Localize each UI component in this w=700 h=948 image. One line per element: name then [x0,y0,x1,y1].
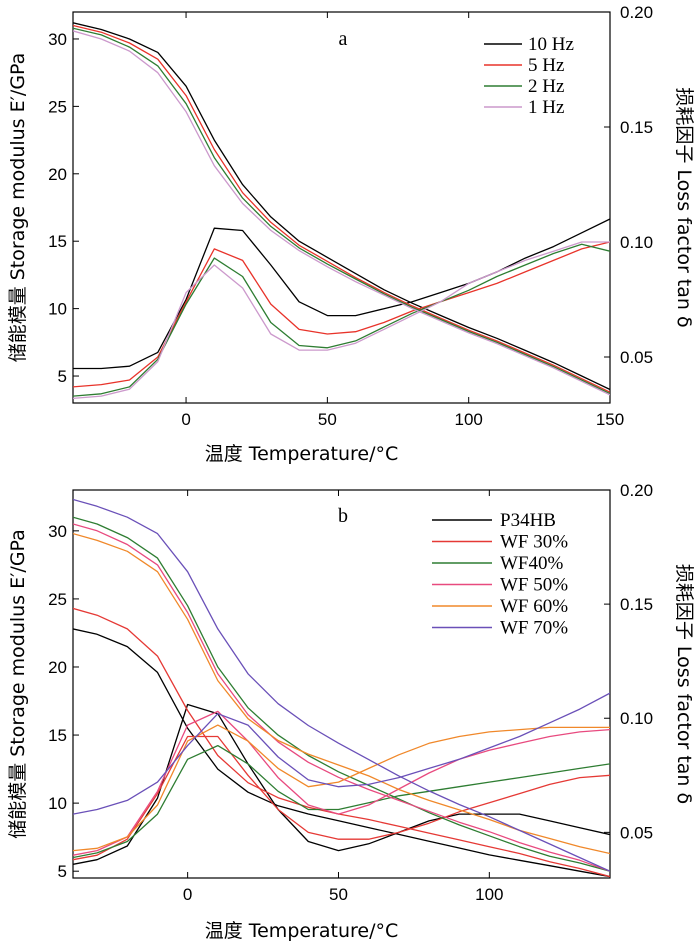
plot-frame [72,489,611,879]
legend-label: 10 Hz [528,34,574,55]
legend-label: 5 Hz [528,55,564,76]
legend-label: WF 30% [500,532,568,553]
legend-label: 1 Hz [528,97,564,118]
panel-letter: b [338,505,348,527]
y-left-axis-title: 储能模量 Storage modulus E′/GPa [7,53,29,363]
series-tan-delta-wf40% [73,744,610,859]
x-tick-label: 150 [596,410,624,429]
y-left-tick-label: 30 [48,522,67,541]
y-right-axis-title: 损耗因子 Loss factor tan δ [673,564,695,804]
legend-label: 2 Hz [528,76,564,97]
y-left-tick-label: 20 [48,165,67,184]
y-right-axis-title: 损耗因子 Loss factor tan δ [673,87,695,327]
y-right-tick-label: 0.10 [620,233,653,252]
series-modulus-5hz [73,24,610,393]
x-tick-label: 0 [183,885,192,904]
series-tan-delta-10hz [73,218,610,370]
y-right-tick-label: 0.10 [620,709,653,728]
y-left-tick-label: 25 [48,97,67,116]
x-tick-label: 100 [454,410,482,429]
y-right-tick-label: 0.05 [620,348,653,367]
legend-label: WF 70% [500,618,568,639]
y-right-tick-label: 0.20 [620,481,653,500]
x-tick-label: 50 [318,410,337,429]
x-tick-label: 100 [475,885,503,904]
x-axis-title: 温度 Temperature/°C [205,443,399,465]
y-left-tick-label: 10 [48,794,67,813]
series-modulus-10hz [73,22,610,391]
y-left-tick-label: 5 [58,367,67,386]
series-tan-delta-2hz [73,243,610,397]
y-left-tick-label: 20 [48,658,67,677]
y-left-tick-label: 30 [48,30,67,49]
y-right-tick-label: 0.05 [620,823,653,842]
y-left-tick-label: 15 [48,232,67,251]
y-left-tick-label: 15 [48,726,67,745]
series-modulus-wf70% [73,498,610,872]
plot-frame [72,11,611,404]
series-modulus-wf40% [73,516,610,872]
y-left-tick-label: 10 [48,300,67,319]
legend-label: WF 50% [500,575,568,596]
legend-label: WF40% [500,553,564,574]
series-tan-delta-wf70% [73,692,610,815]
series-tan-delta-5hz [73,241,610,388]
series-modulus-wf50% [73,523,610,872]
series-tan-delta-wf50% [73,710,610,856]
series-group [73,22,610,400]
y-right-tick-label: 0.20 [620,3,653,22]
x-tick-label: 0 [181,410,190,429]
x-axis-title: 温度 Temperature/°C [205,920,399,942]
series-modulus-wf30% [73,607,610,878]
chart-panel-b: 0 50 100 5 10 15 20 25 30 0.05 0.10 0.15 0.20 温度 Temp… [7,481,695,942]
y-left-tick-label: 5 [58,862,67,881]
legend-label: WF 60% [500,596,568,617]
series-modulus-p34hb [73,628,610,878]
y-right-tick-label: 0.15 [620,595,653,614]
panel-letter: a [339,28,348,50]
legend-label: P34HB [500,510,556,531]
series-tan-delta-p34hb [73,703,610,865]
series-group [73,498,610,878]
y-left-tick-label: 25 [48,590,67,609]
series-tan-delta-wf30% [73,735,610,861]
series-modulus-1hz [73,30,610,396]
chart-panel-a: 0 50 100 150 5 10 15 20 25 30 0.05 0.10 0.15 0.20 温度 T… [7,3,695,465]
series-tan-delta-wf60% [73,724,610,852]
x-tick-label: 50 [329,885,348,904]
series-modulus-2hz [73,27,610,395]
y-left-axis-title: 储能模量 Storage modulus E′/GPa [7,529,29,839]
y-right-tick-label: 0.15 [620,118,653,137]
series-tan-delta-1hz [73,241,610,400]
